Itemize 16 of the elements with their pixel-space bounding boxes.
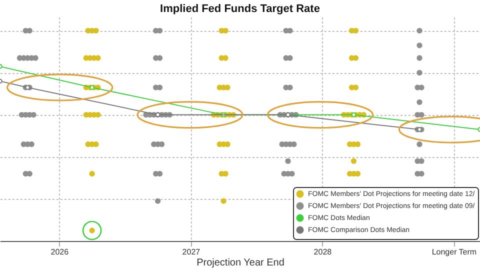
x-axis-title: Projection Year End bbox=[196, 258, 284, 268]
point bbox=[417, 127, 422, 132]
chart-title: Implied Fed Funds Target Rate bbox=[160, 3, 320, 15]
point bbox=[90, 85, 94, 90]
point bbox=[224, 141, 230, 148]
x-tick-label: 2026 bbox=[50, 248, 70, 256]
point bbox=[220, 198, 226, 204]
point bbox=[95, 112, 101, 118]
point bbox=[350, 158, 357, 164]
point bbox=[93, 141, 99, 148]
point bbox=[25, 85, 30, 90]
x-tick-label: 2027 bbox=[182, 248, 201, 256]
point bbox=[89, 170, 95, 177]
point bbox=[351, 112, 356, 118]
x-tick-label: 2028 bbox=[314, 248, 332, 256]
x-tick-label: Longer Term bbox=[432, 248, 477, 256]
